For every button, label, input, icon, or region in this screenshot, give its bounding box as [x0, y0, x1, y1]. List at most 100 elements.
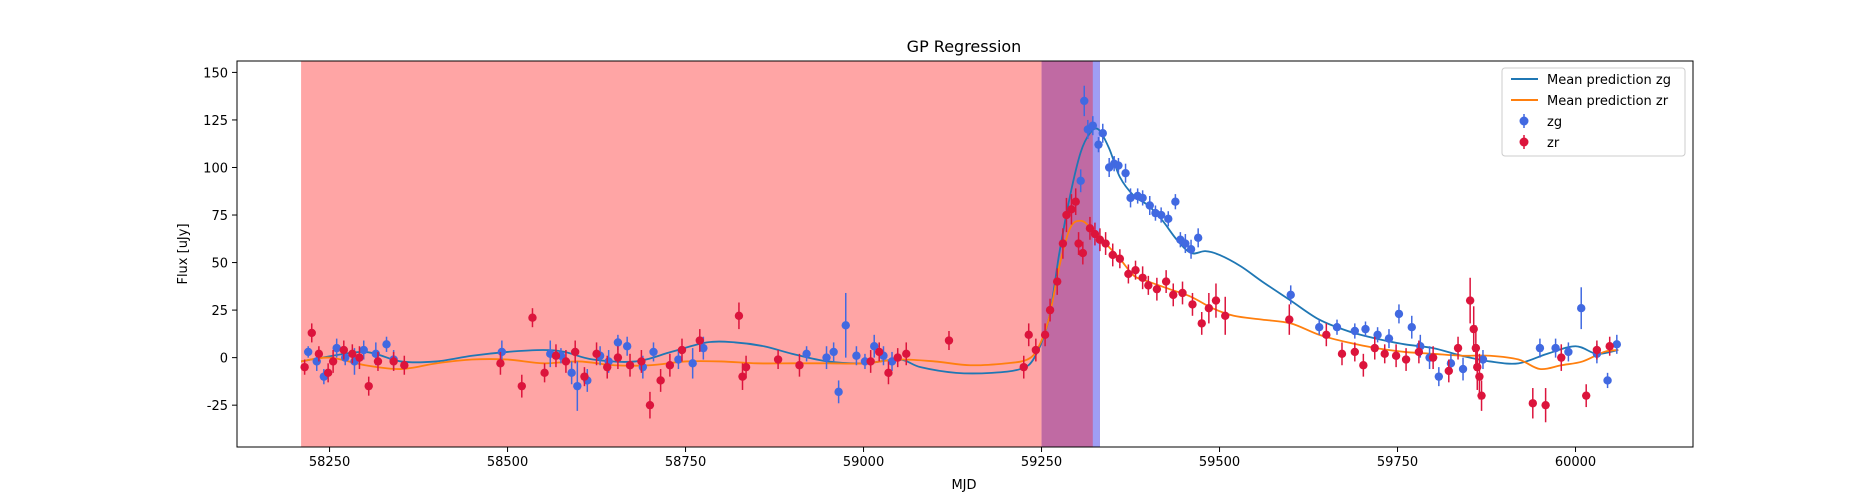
data-point-zg [1446, 359, 1456, 368]
data-point-zg [1458, 364, 1468, 374]
data-point-zr [348, 349, 357, 359]
data-point-zg [1181, 239, 1190, 248]
data-point-zr [1401, 355, 1411, 364]
y-tick-label: 0 [220, 352, 228, 367]
data-point-zr [1477, 391, 1486, 400]
data-point-zr [902, 349, 911, 359]
data-point-zg [1114, 161, 1123, 170]
shaded-region-0 [301, 61, 1042, 447]
data-point-zg [870, 342, 879, 351]
data-point-zg [688, 359, 697, 368]
data-point-zr [328, 357, 338, 366]
data-point-zr [1090, 229, 1100, 239]
data-point-zg [1286, 290, 1295, 300]
data-point-zg [359, 345, 368, 355]
data-point-zr [1071, 197, 1080, 206]
data-point-zr [1178, 288, 1187, 298]
data-point-zr [339, 345, 348, 355]
data-point-zg [841, 321, 850, 330]
data-point-zr [603, 362, 612, 372]
data-point-zr [637, 357, 646, 366]
data-point-zg [1138, 193, 1147, 203]
data-point-zg [1126, 193, 1135, 203]
y-tick-label: 125 [203, 114, 228, 129]
shaded-regions [301, 61, 1100, 447]
data-point-zg [1121, 168, 1130, 178]
data-point-zg [371, 349, 381, 359]
plot-frame [236, 60, 1694, 448]
data-point-zr [1475, 372, 1484, 381]
data-point-zr [613, 353, 623, 362]
data-point-zg [1564, 347, 1573, 357]
x-tick-label: 60000 [1555, 455, 1596, 470]
data-point-zg [613, 338, 623, 347]
data-point-zr [795, 361, 804, 370]
series-line-1 [300, 219, 1619, 371]
data-point-zg [1076, 176, 1085, 185]
data-point-zg [1612, 340, 1622, 349]
data-point-zr [1473, 362, 1482, 372]
chart-title: GP Regression [907, 37, 1022, 56]
data-point-zr [875, 347, 884, 357]
data-point-zr [528, 313, 537, 322]
data-point-zr [1124, 269, 1133, 279]
data-point-zr [738, 372, 747, 381]
legend-label-zr: zr [1547, 136, 1560, 151]
data-points [300, 85, 1622, 423]
data-point-zg [829, 347, 838, 357]
data-point-zg [1094, 140, 1103, 149]
data-point-zg [1478, 355, 1488, 364]
data-point-zr [355, 353, 364, 362]
data-point-zg [852, 351, 861, 360]
data-point-zr [1161, 277, 1171, 286]
data-point-zr [1444, 366, 1453, 376]
y-tick-label: 150 [203, 66, 228, 81]
data-point-zr [1453, 343, 1463, 353]
data-point-zg [1098, 129, 1107, 138]
data-point-zg [699, 343, 708, 353]
data-point-zr [893, 353, 902, 362]
data-point-zg [312, 357, 321, 366]
data-point-zr [944, 336, 954, 345]
data-point-zg [1145, 201, 1154, 210]
data-point-zg [674, 355, 683, 364]
data-point-zg [622, 342, 632, 351]
data-point-zg [1186, 245, 1196, 254]
data-point-zg [1407, 323, 1416, 332]
data-point-zg [573, 381, 582, 391]
data-point-zg [1551, 343, 1560, 353]
y-tick-label: 25 [211, 304, 228, 319]
data-point-zr [373, 357, 383, 366]
data-point-zr [1380, 349, 1389, 359]
data-point-zr [884, 368, 893, 378]
data-point-zr [561, 357, 571, 366]
data-point-zg [1315, 323, 1324, 332]
data-point-zr [517, 381, 526, 391]
data-point-zr [1528, 399, 1538, 408]
data-point-zr [625, 361, 635, 370]
data-point-zr [1062, 210, 1071, 220]
data-point-zr [592, 349, 601, 359]
data-point-zg [382, 340, 391, 349]
data-point-zr [1471, 343, 1481, 353]
data-point-zr [695, 336, 704, 345]
data-point-zr [734, 311, 744, 320]
data-point-zr [364, 381, 373, 391]
data-point-zg [303, 347, 313, 357]
x-tick-label: 58500 [487, 455, 528, 470]
legend-swatch-zr-marker [1519, 137, 1529, 147]
data-point-zr [1101, 239, 1110, 248]
data-point-zr [1108, 250, 1117, 260]
data-point-zr [1605, 342, 1614, 351]
data-point-zr [1067, 205, 1076, 214]
data-point-zr [1169, 290, 1178, 300]
data-point-zg [1164, 214, 1173, 224]
data-point-zr [1053, 277, 1062, 286]
legend-box [1501, 67, 1686, 157]
data-point-zr [656, 376, 665, 385]
data-point-zg [1535, 343, 1545, 353]
data-point-zr [677, 345, 687, 355]
data-point-zr [1285, 315, 1294, 324]
data-point-zr [1370, 343, 1379, 353]
data-point-zr [1040, 330, 1050, 340]
